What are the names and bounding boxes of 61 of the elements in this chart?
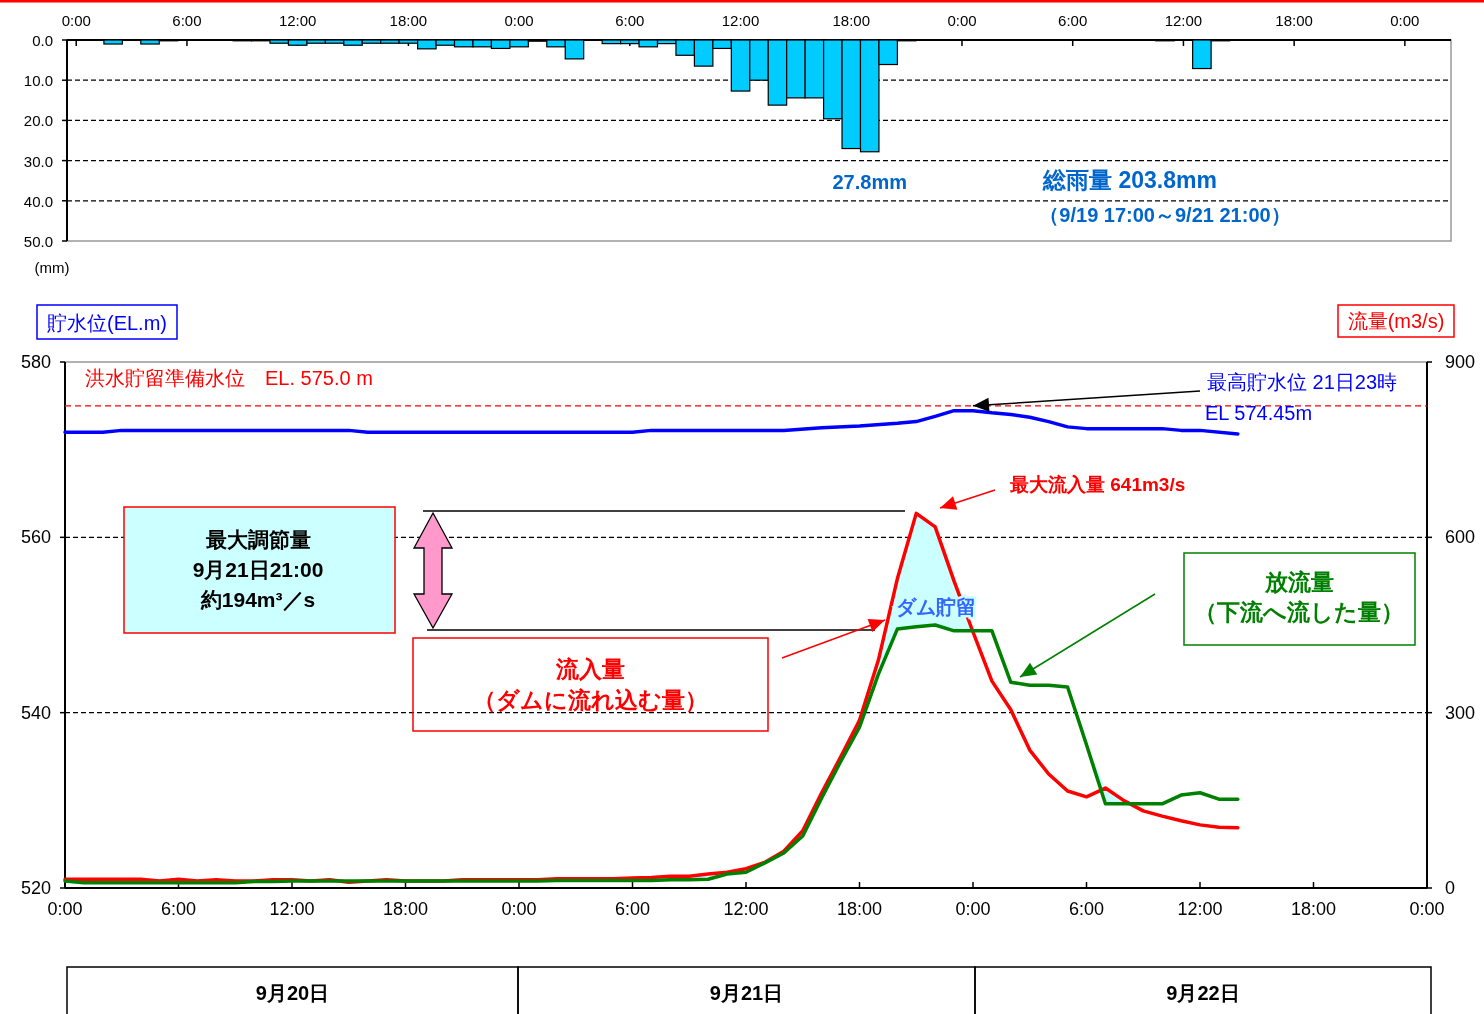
annotation: 最大流入量 641m3/s	[1009, 474, 1186, 495]
x-tick-label: 6:00	[1068, 899, 1105, 919]
x-tick-label: 0:00	[47, 899, 83, 919]
x-tick-label: 18:00	[1290, 899, 1337, 919]
x-tick-label: 6:00	[1058, 12, 1088, 29]
x-tick-label: 18:00	[389, 12, 428, 29]
annotation: 約194m³／s	[199, 588, 316, 612]
y-tick-label: 520	[20, 878, 51, 898]
y2-tick-label: 300	[1445, 702, 1476, 723]
annotation: 27.8mm	[832, 170, 907, 193]
y-axis-title: 貯水位(EL.m)	[47, 312, 167, 334]
annotation: 最高貯水位 21日23時	[1207, 371, 1398, 393]
annotation: （9/19 17:00～9/21 21:00）	[1039, 204, 1291, 226]
x-tick-label: 12:00	[723, 899, 769, 919]
x-tick-label: 18:00	[382, 899, 429, 919]
x-tick-label: 6:00	[615, 12, 645, 29]
x-tick-label: 18:00	[1275, 12, 1313, 29]
x-tick-label: 0:00	[955, 899, 991, 919]
x-tick-label: 6:00	[614, 899, 651, 919]
annotation: （ダムに流れ込む量）	[472, 687, 708, 713]
y2-axis-title: 流量(m3/s)	[1347, 310, 1445, 332]
annotation: 最大調節量	[204, 528, 311, 551]
annotation: （下流へ流した量）	[1194, 599, 1404, 625]
y2-tick-label: 900	[1445, 352, 1476, 372]
text: 9月22日	[1166, 982, 1240, 1004]
annotation: 総雨量 203.8mm	[1042, 167, 1217, 193]
x-tick-label: 12:00	[269, 899, 315, 919]
text: 9月20日	[255, 982, 330, 1004]
x-tick-label: 6:00	[172, 12, 202, 29]
x-tick-label: 18:00	[836, 899, 883, 919]
ref-line-label: 洪水貯留準備水位 EL. 575.0 m	[85, 366, 373, 389]
y-axis-title: (mm)	[34, 259, 70, 276]
y-tick-label: 540	[20, 702, 51, 723]
y-tick-label: 30.0	[23, 152, 53, 170]
y2-tick-label: 600	[1445, 527, 1476, 548]
y-tick-label: 560	[20, 527, 51, 548]
x-tick-label: 0:00	[501, 899, 537, 919]
x-tick-label: 6:00	[160, 899, 197, 919]
x-tick-label: 0:00	[61, 12, 91, 29]
y-tick-label: 50.0	[23, 233, 53, 250]
y-tick-label: 20.0	[23, 112, 53, 130]
x-tick-label: 0:00	[947, 12, 977, 29]
y-tick-label: 0.0	[32, 32, 53, 49]
y-tick-label: 40.0	[23, 192, 53, 210]
text: 9月21日	[709, 982, 784, 1004]
annotation: 流入量	[554, 656, 625, 682]
line-series	[63, 623, 1240, 885]
y-tick-label: 580	[20, 352, 51, 372]
annotation: 放流量	[1263, 569, 1334, 595]
x-tick-label: 12:00	[721, 12, 760, 29]
x-tick-label: 12:00	[1177, 899, 1223, 919]
x-tick-label: 0:00	[1409, 899, 1445, 919]
y2-tick-label: 0	[1445, 878, 1456, 898]
x-tick-label: 18:00	[832, 12, 871, 29]
annotation: EL 574.45m	[1205, 402, 1313, 424]
y-tick-label: 10.0	[23, 72, 53, 90]
annotation: 9月21日21:00	[192, 558, 324, 581]
x-tick-label: 12:00	[278, 12, 317, 29]
x-tick-label: 0:00	[504, 12, 534, 29]
x-tick-label: 12:00	[1164, 12, 1203, 29]
x-tick-label: 0:00	[1390, 12, 1420, 29]
